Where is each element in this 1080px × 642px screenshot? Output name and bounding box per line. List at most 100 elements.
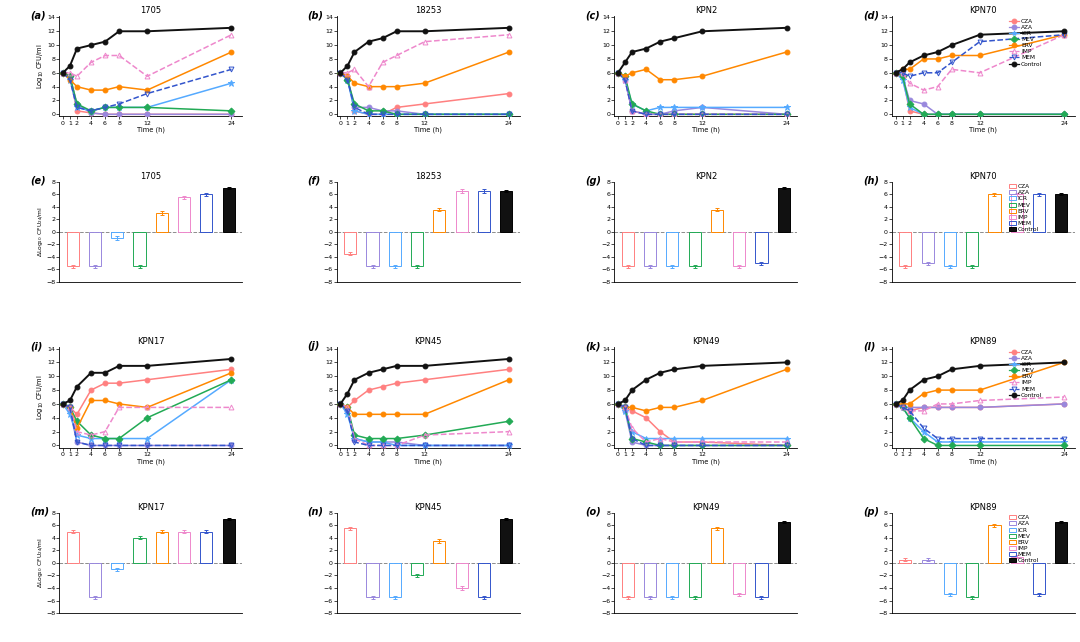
Text: (h): (h): [863, 176, 879, 186]
Bar: [433, 210, 445, 232]
Title: KPN2: KPN2: [694, 6, 717, 15]
Bar: [500, 519, 512, 563]
Bar: [921, 560, 934, 563]
Bar: [666, 232, 678, 266]
Bar: [389, 232, 401, 266]
Text: (b): (b): [308, 10, 324, 20]
Title: KPN70: KPN70: [970, 6, 997, 15]
X-axis label: Time (h): Time (h): [415, 458, 442, 465]
Bar: [156, 532, 168, 563]
Y-axis label: Log$_{10}$ CFU/ml: Log$_{10}$ CFU/ml: [36, 375, 46, 420]
Bar: [644, 232, 657, 266]
X-axis label: Time (h): Time (h): [415, 127, 442, 134]
Title: 1705: 1705: [140, 172, 161, 181]
Bar: [900, 560, 912, 563]
Bar: [134, 538, 146, 563]
Bar: [456, 563, 468, 588]
Text: (d): (d): [863, 10, 879, 20]
Legend: CZA, AZA, ICR, MEV, ERV, IMP, MEM, Control: CZA, AZA, ICR, MEV, ERV, IMP, MEM, Contr…: [1008, 515, 1039, 564]
Bar: [456, 191, 468, 232]
Bar: [622, 563, 634, 598]
Bar: [711, 528, 723, 563]
Text: (f): (f): [308, 176, 321, 186]
Text: (p): (p): [863, 507, 879, 517]
Bar: [666, 563, 678, 598]
Bar: [944, 232, 956, 266]
Bar: [1011, 557, 1023, 563]
Bar: [689, 232, 701, 266]
Title: KPN89: KPN89: [970, 338, 997, 347]
Bar: [1055, 522, 1067, 563]
Y-axis label: Log$_{10}$ CFU/ml: Log$_{10}$ CFU/ml: [36, 44, 46, 89]
Bar: [134, 232, 146, 266]
Bar: [222, 188, 234, 232]
Text: (m): (m): [30, 507, 50, 517]
Text: (o): (o): [585, 507, 600, 517]
Bar: [1032, 563, 1045, 594]
Bar: [944, 563, 956, 594]
Bar: [389, 563, 401, 598]
Bar: [111, 563, 123, 569]
Bar: [778, 522, 789, 563]
Bar: [988, 194, 1000, 232]
Bar: [500, 191, 512, 232]
Bar: [733, 232, 745, 266]
Bar: [1011, 194, 1023, 232]
Title: KPN49: KPN49: [692, 338, 719, 347]
Bar: [345, 528, 356, 563]
Bar: [411, 563, 423, 575]
Title: KPN17: KPN17: [137, 338, 164, 347]
Bar: [477, 563, 490, 598]
Bar: [921, 232, 934, 263]
Bar: [200, 532, 213, 563]
X-axis label: Time (h): Time (h): [970, 127, 997, 134]
Bar: [988, 525, 1000, 563]
Bar: [200, 194, 213, 232]
Bar: [966, 232, 978, 266]
Bar: [644, 563, 657, 598]
Y-axis label: $\Delta$Log$_{10}$ CFU$_{24}$/ml: $\Delta$Log$_{10}$ CFU$_{24}$/ml: [36, 206, 44, 257]
Text: (g): (g): [585, 176, 602, 186]
Legend: CZA, AZA, ICR, MEV, ERV, IMP, MEM, Control: CZA, AZA, ICR, MEV, ERV, IMP, MEM, Contr…: [1008, 18, 1042, 67]
Text: (j): (j): [308, 341, 320, 351]
Bar: [733, 563, 745, 594]
Title: 18253: 18253: [415, 172, 442, 181]
Legend: CZA, AZA, ICR, MEV, ERV, IMP, MEM, Control: CZA, AZA, ICR, MEV, ERV, IMP, MEM, Contr…: [1008, 184, 1039, 232]
X-axis label: Time (h): Time (h): [970, 458, 997, 465]
Bar: [67, 532, 79, 563]
Bar: [89, 232, 102, 266]
Bar: [755, 563, 768, 598]
Bar: [711, 210, 723, 232]
X-axis label: Time (h): Time (h): [692, 127, 719, 134]
Bar: [778, 188, 789, 232]
Bar: [755, 232, 768, 263]
Title: KPN89: KPN89: [970, 503, 997, 512]
Bar: [477, 191, 490, 232]
Bar: [89, 563, 102, 598]
Title: 18253: 18253: [415, 6, 442, 15]
Bar: [433, 541, 445, 563]
Title: 1705: 1705: [140, 6, 161, 15]
Bar: [689, 563, 701, 598]
Bar: [1055, 194, 1067, 232]
Bar: [222, 519, 234, 563]
Bar: [622, 232, 634, 266]
Text: (l): (l): [863, 341, 875, 351]
Bar: [156, 213, 168, 232]
Title: KPN17: KPN17: [137, 503, 164, 512]
Title: KPN49: KPN49: [692, 503, 719, 512]
Title: KPN70: KPN70: [970, 172, 997, 181]
Bar: [411, 232, 423, 266]
Bar: [178, 532, 190, 563]
Legend: CZA, AZA, ICR, MEV, ERV, IMP, MEM, Control: CZA, AZA, ICR, MEV, ERV, IMP, MEM, Contr…: [1008, 349, 1042, 398]
Text: (k): (k): [585, 341, 600, 351]
Y-axis label: $\Delta$Log$_{10}$ CFU$_{24}$/ml: $\Delta$Log$_{10}$ CFU$_{24}$/ml: [36, 537, 44, 589]
Title: KPN45: KPN45: [415, 338, 442, 347]
Bar: [345, 232, 356, 254]
Bar: [900, 232, 912, 266]
Title: KPN2: KPN2: [694, 172, 717, 181]
Text: (i): (i): [30, 341, 42, 351]
X-axis label: Time (h): Time (h): [137, 458, 164, 465]
Text: (e): (e): [30, 176, 45, 186]
Title: KPN45: KPN45: [415, 503, 442, 512]
